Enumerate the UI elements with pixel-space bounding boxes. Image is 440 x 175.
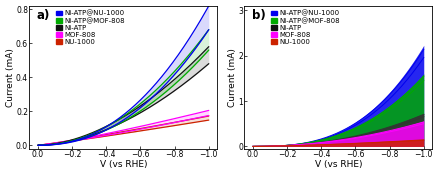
Text: b): b) <box>252 9 266 22</box>
Text: a): a) <box>37 9 50 22</box>
Y-axis label: Current (mA): Current (mA) <box>228 48 237 107</box>
Legend: Ni-ATP@NU-1000, Ni-ATP@MOF-808, Ni-ATP, MOF-808, NU-1000: Ni-ATP@NU-1000, Ni-ATP@MOF-808, Ni-ATP, … <box>271 9 341 46</box>
X-axis label: V (vs RHE): V (vs RHE) <box>315 160 362 169</box>
Legend: Ni-ATP@NU-1000, Ni-ATP@MOF-808, Ni-ATP, MOF-808, NU-1000: Ni-ATP@NU-1000, Ni-ATP@MOF-808, Ni-ATP, … <box>55 9 126 46</box>
Y-axis label: Current (mA): Current (mA) <box>6 48 15 107</box>
X-axis label: V (vs RHE): V (vs RHE) <box>99 160 147 169</box>
